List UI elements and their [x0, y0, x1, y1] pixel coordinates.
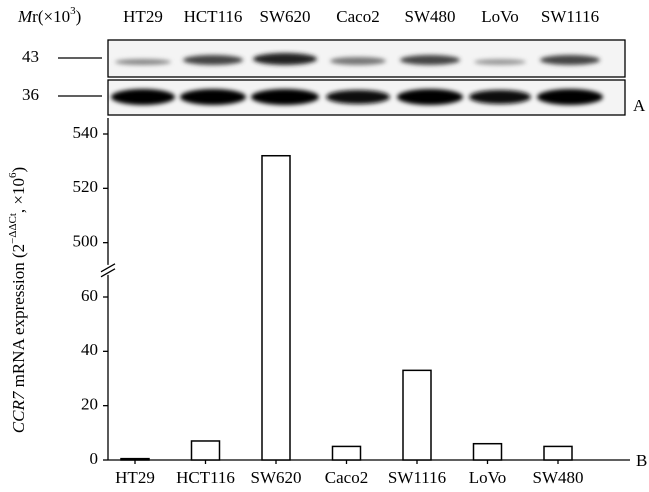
panel-label: B [636, 451, 647, 470]
x-tick-label: LoVo [469, 468, 506, 487]
y-tick-label: 40 [81, 340, 98, 359]
x-tick-label: SW480 [533, 468, 584, 487]
x-tick-label: HCT116 [176, 468, 235, 487]
x-tick-label: SW1116 [388, 468, 446, 487]
marker-label: 36 [22, 85, 39, 104]
panel-label: A [633, 96, 646, 115]
bar [333, 446, 361, 460]
bar [403, 370, 431, 460]
x-tick-label: Caco2 [325, 468, 368, 487]
y-tick-label: 20 [81, 395, 98, 414]
y-tick-label: 520 [73, 177, 99, 196]
bar [121, 459, 149, 460]
lane-label: SW1116 [541, 7, 599, 26]
bar [474, 444, 502, 460]
y-tick-label: 60 [81, 286, 98, 305]
y-tick-label: 0 [90, 449, 99, 468]
x-tick-label: SW620 [251, 468, 302, 487]
lane-label: HCT116 [184, 7, 243, 26]
y-tick-label: 500 [73, 232, 99, 251]
bar [262, 156, 290, 460]
marker-label: 43 [22, 47, 39, 66]
figure: Mr(×103) 43 36 A CCR7 mRNA expression (2… [0, 0, 649, 492]
y-axis-label: CCR7 mRNA expression (2−ΔΔCt, ×106) [7, 167, 28, 433]
lane-label: SW620 [260, 7, 311, 26]
lane-label: LoVo [481, 7, 518, 26]
lane-label: HT29 [123, 7, 163, 26]
y-tick-label: 540 [73, 123, 99, 142]
x-tick-label: HT29 [115, 468, 155, 487]
bar [192, 441, 220, 460]
lane-label: SW480 [405, 7, 456, 26]
mr-label: Mr(×103) [17, 5, 81, 26]
lane-label: Caco2 [336, 7, 379, 26]
bar [544, 446, 572, 460]
